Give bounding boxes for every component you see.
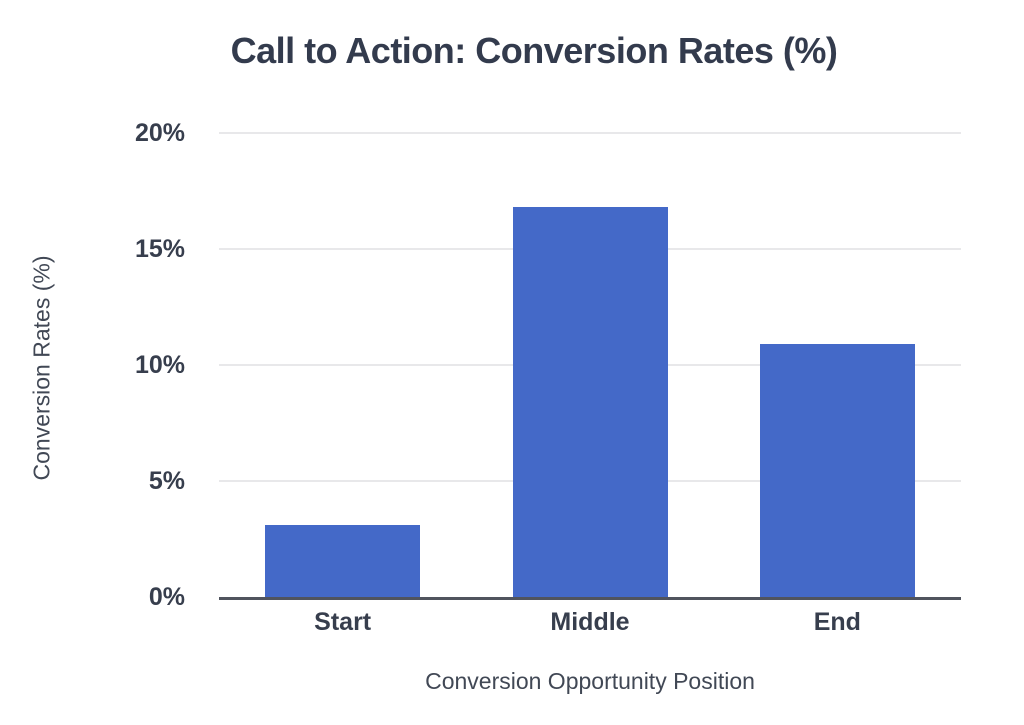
x-axis-title: Conversion Opportunity Position (425, 668, 755, 694)
bar-middle (512, 207, 668, 597)
y-tick-label: 15% (134, 235, 185, 263)
bar-start (265, 525, 421, 597)
x-category-label-start: Start (314, 608, 372, 636)
y-tick-label: 20% (134, 119, 185, 147)
x-category-label-middle: Middle (550, 608, 630, 636)
plot-area (219, 132, 961, 600)
y-tick-label: 5% (148, 467, 185, 495)
chart-title: Call to Action: Conversion Rates (%) (230, 30, 838, 71)
gridline (219, 132, 961, 134)
y-tick-label: 10% (134, 351, 185, 379)
y-tick-label: 0% (148, 583, 185, 611)
x-category-label-end: End (813, 608, 861, 636)
bar-end (759, 344, 915, 597)
